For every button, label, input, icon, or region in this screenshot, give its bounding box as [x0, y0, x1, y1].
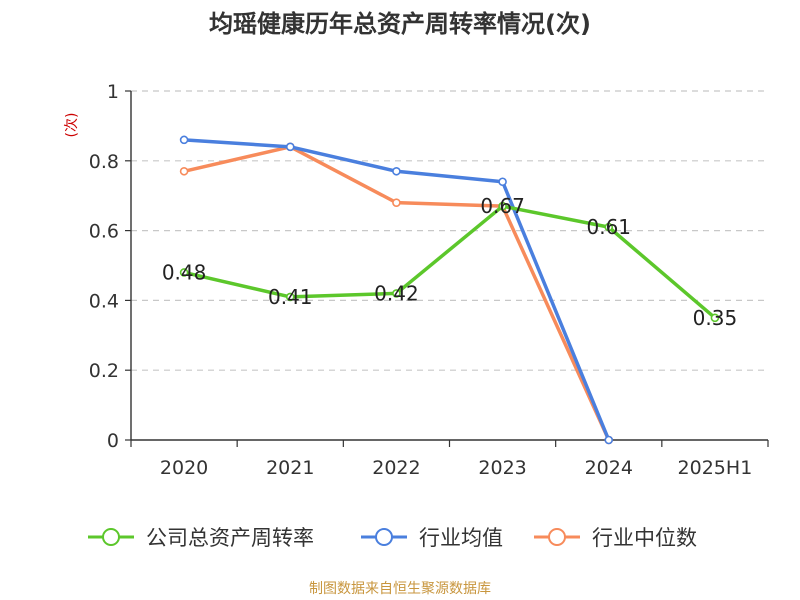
x-tick-label: 2024	[585, 457, 633, 479]
data-point	[392, 289, 401, 298]
data-point	[285, 142, 295, 152]
data-label: 0.48	[162, 260, 207, 284]
data-point	[179, 268, 189, 277]
series	[179, 135, 720, 445]
data-point	[179, 135, 189, 145]
data-point	[498, 201, 507, 211]
data-point	[392, 166, 401, 176]
x-tick-label: 2025H1	[678, 457, 753, 479]
y-tick-label: 0.6	[89, 221, 119, 243]
legend-label: 行业中位数	[592, 526, 697, 550]
legend-marker	[375, 528, 393, 546]
y-tick-label: 0.8	[89, 151, 119, 173]
data-point	[285, 292, 295, 302]
x-tick-label: 2020	[160, 457, 208, 479]
y-tick-label: 0.2	[89, 360, 119, 382]
chart-title: 均瑶健康历年总资产周转率情况(次)	[209, 10, 591, 38]
x-tick-label: 2022	[372, 457, 420, 479]
data-label: 0.35	[693, 306, 738, 330]
data-label: 0.42	[374, 281, 419, 305]
y-tick-label: 0.4	[89, 290, 119, 312]
y-axis-label: (次)	[64, 113, 80, 138]
data-point	[498, 177, 507, 187]
legend-label: 公司总资产周转率	[146, 526, 314, 550]
legend: 公司总资产周转率 行业均值 行业中位数	[88, 526, 697, 550]
legend-marker	[548, 528, 566, 546]
data-labels: 0.48 0.41 0.42 0.67 0.61 0.35	[162, 194, 737, 330]
data-label: 0.61	[586, 215, 631, 239]
data-point	[604, 435, 614, 445]
data-point	[604, 222, 614, 232]
data-point	[392, 198, 401, 207]
legend-marker	[102, 528, 120, 546]
series-line	[183, 204, 717, 320]
grid-lines	[131, 90, 768, 371]
data-point	[179, 166, 189, 176]
data-label: 0.67	[480, 194, 525, 218]
data-label: 0.41	[268, 285, 313, 309]
legend-label: 行业均值	[419, 526, 503, 550]
data-point	[710, 313, 720, 323]
x-tick-label: 2023	[478, 457, 526, 479]
y-tick-label: 0	[107, 430, 119, 452]
y-tick-label: 1	[107, 81, 119, 103]
source-note: 制图数据来自恒生聚源数据库	[309, 581, 491, 597]
axes: 0 0.2 0.4 0.6 0.8 1 2020 2021 2022 2023 2024 2025H1	[89, 81, 769, 479]
x-tick-label: 2021	[266, 457, 314, 479]
